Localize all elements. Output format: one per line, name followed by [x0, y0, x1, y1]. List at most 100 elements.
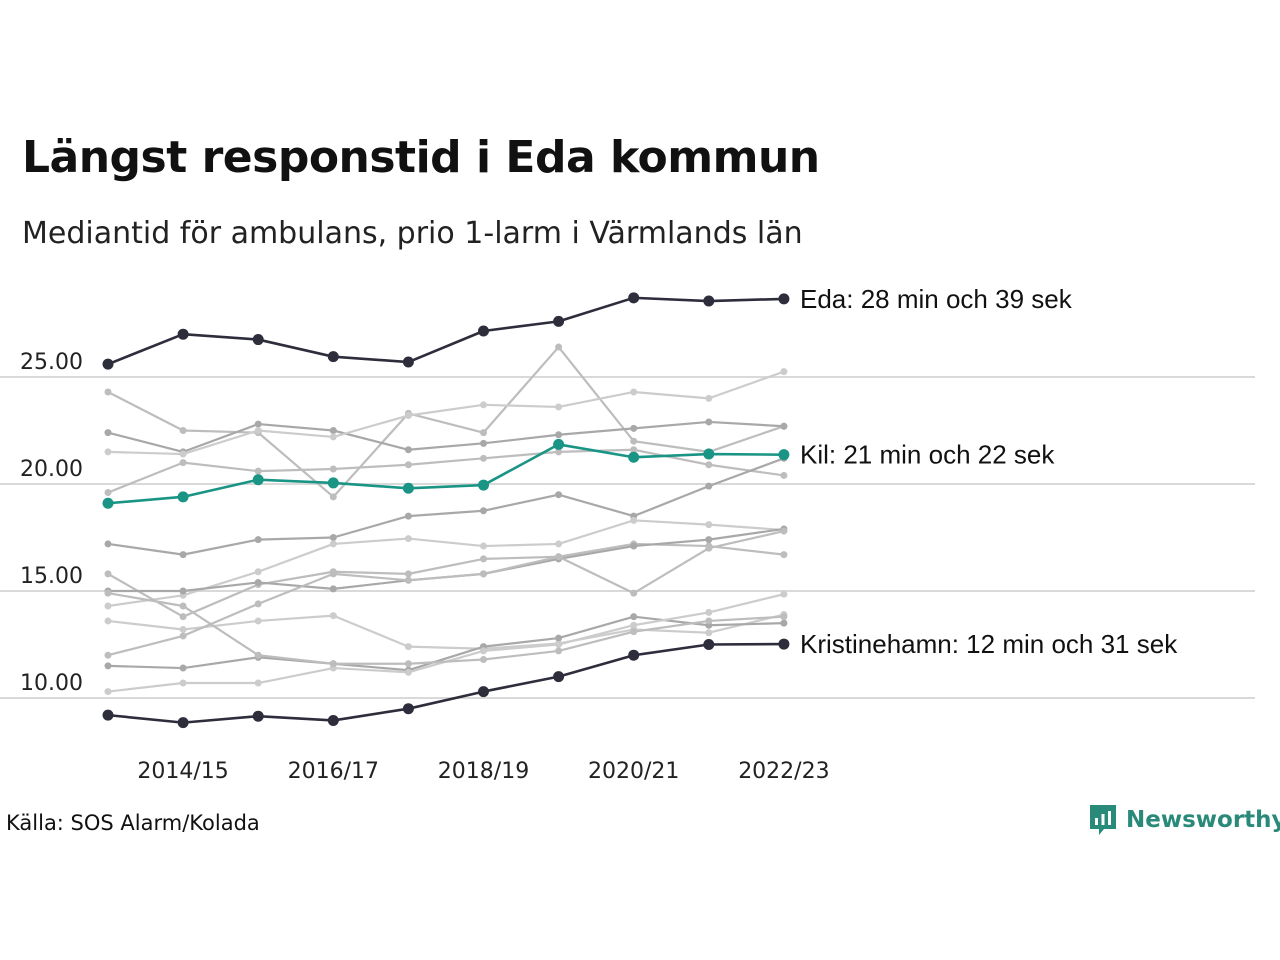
- data-point: [252, 334, 264, 346]
- data-point: [179, 664, 187, 672]
- data-point: [404, 446, 412, 454]
- data-point: [630, 516, 638, 524]
- data-point: [104, 570, 112, 578]
- data-point: [254, 420, 262, 428]
- series-path: [107, 592, 784, 665]
- series-path: [107, 613, 785, 650]
- data-point: [404, 576, 412, 584]
- data-point: [404, 643, 412, 651]
- x-axis-ticks: 2014/15 2016/17 2018/19 2020/21 2022/23: [137, 759, 829, 784]
- data-point: [104, 429, 112, 437]
- data-point: [179, 459, 187, 467]
- data-point: [254, 651, 262, 659]
- data-point: [705, 394, 713, 402]
- data-point: [329, 660, 337, 668]
- series-path: [107, 443, 784, 505]
- series-path: [107, 593, 785, 693]
- y-tick-label: 10.00: [20, 671, 83, 696]
- data-point: [480, 429, 487, 437]
- data-point: [329, 433, 337, 441]
- series-line: [104, 368, 788, 458]
- data-point: [630, 424, 638, 432]
- data-point: [553, 315, 565, 327]
- series-path: [107, 370, 785, 456]
- data-point: [104, 589, 112, 597]
- data-point: [329, 540, 337, 548]
- series-line: [104, 516, 788, 610]
- data-point: [102, 709, 114, 721]
- data-point: [104, 602, 112, 610]
- data-point: [628, 292, 640, 304]
- data-point: [404, 512, 412, 520]
- series-path: [107, 420, 784, 453]
- data-point: [705, 461, 713, 469]
- series-line: [104, 540, 788, 621]
- data-point: [555, 540, 563, 548]
- data-point: [179, 613, 187, 621]
- data-point: [179, 626, 187, 634]
- data-point: [404, 461, 412, 469]
- data-point: [778, 638, 790, 650]
- data-point: [705, 544, 713, 552]
- data-point: [179, 679, 187, 687]
- brand-name: Newsworthy: [1126, 807, 1280, 833]
- data-point: [630, 621, 638, 629]
- source-note: Källa: SOS Alarm/Kolada: [6, 811, 260, 835]
- data-point: [252, 710, 264, 722]
- data-point: [102, 497, 114, 509]
- data-point: [404, 668, 412, 676]
- data-point: [480, 542, 487, 550]
- data-point: [480, 655, 487, 663]
- data-point: [555, 343, 563, 351]
- data-point: [555, 491, 563, 499]
- data-point: [630, 589, 638, 597]
- data-point: [179, 632, 187, 640]
- data-point: [705, 629, 713, 637]
- data-point: [630, 628, 638, 636]
- data-point: [480, 401, 487, 409]
- grid-lines: [0, 376, 1255, 699]
- data-point: [104, 688, 112, 696]
- series-path: [107, 530, 785, 657]
- data-point: [630, 446, 638, 454]
- data-point: [104, 489, 112, 497]
- y-axis-ticks: 10.00 15.00 20.00 25.00: [20, 350, 83, 696]
- data-point: [327, 714, 339, 726]
- data-point: [705, 418, 713, 426]
- data-point: [179, 587, 187, 595]
- data-point: [179, 602, 187, 610]
- series-path: [107, 448, 785, 494]
- series-eda: [102, 292, 790, 370]
- data-point: [478, 325, 489, 337]
- data-point: [480, 647, 487, 655]
- data-point: [780, 471, 788, 479]
- data-point: [780, 527, 788, 535]
- data-point: [329, 427, 337, 434]
- x-tick-label: 2018/19: [438, 759, 529, 784]
- data-point: [329, 465, 337, 473]
- series-kristinehamn: [102, 638, 790, 729]
- x-tick-label: 2022/23: [738, 759, 829, 784]
- data-point: [480, 570, 487, 578]
- data-point: [104, 617, 112, 625]
- data-point: [252, 474, 264, 486]
- data-point: [254, 617, 262, 625]
- chart-subtitle: Mediantid för ambulans, prio 1-larm i Vä…: [22, 216, 803, 251]
- series-line: [104, 343, 788, 501]
- series-path: [107, 457, 785, 556]
- data-point: [555, 634, 563, 642]
- series-path: [107, 542, 785, 618]
- y-tick-label: 25.00: [20, 350, 83, 375]
- data-point: [555, 641, 563, 648]
- data-point: [705, 482, 713, 490]
- y-tick-label: 20.00: [20, 457, 83, 482]
- data-point: [254, 578, 262, 586]
- series-path: [107, 642, 784, 724]
- series-path: [107, 615, 784, 672]
- data-point: [703, 295, 715, 307]
- data-point: [555, 431, 563, 439]
- data-point: [703, 639, 715, 650]
- data-point: [480, 507, 487, 515]
- data-point: [555, 647, 563, 655]
- series-label: Kil: 21 min och 22 sek: [800, 440, 1055, 470]
